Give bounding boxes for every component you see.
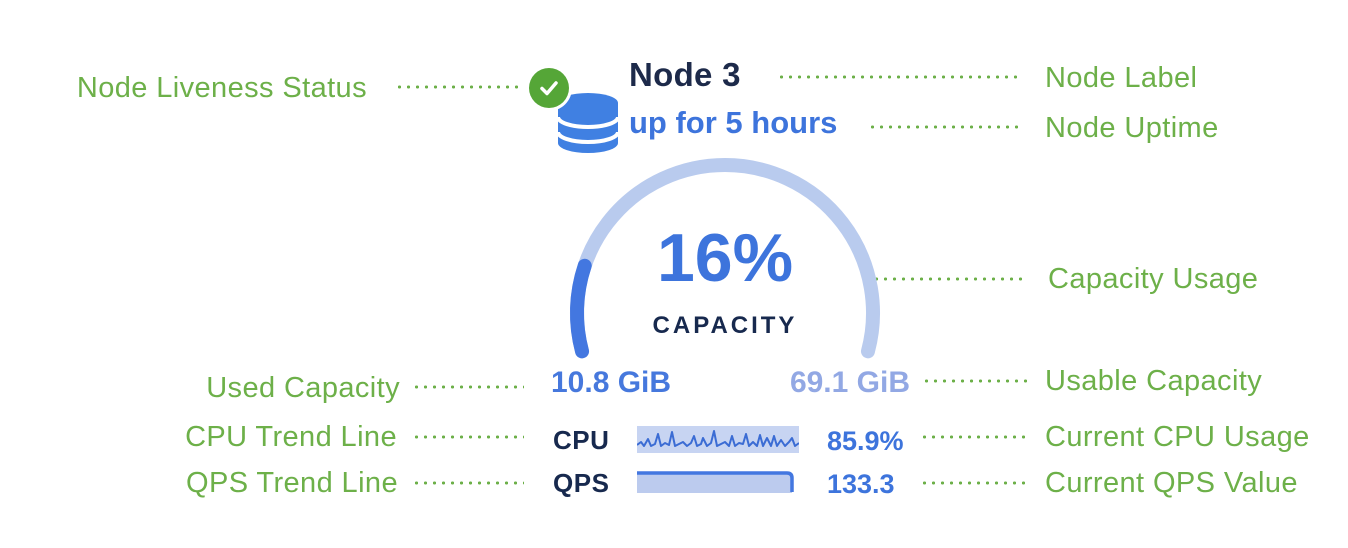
current-cpu-usage-value: 85.9% bbox=[827, 426, 904, 456]
leader-current-cpu bbox=[920, 435, 1026, 439]
annotation-usable-capacity: Usable Capacity bbox=[1045, 365, 1263, 397]
node-liveness-check-icon bbox=[529, 68, 569, 108]
leader-node-uptime bbox=[868, 125, 1020, 129]
node-uptime: up for 5 hours bbox=[629, 105, 838, 140]
cpu-label: CPU bbox=[553, 425, 610, 455]
used-capacity-value: 10.8 GiB bbox=[551, 366, 672, 399]
annotation-current-qps-value: Current QPS Value bbox=[1045, 467, 1298, 499]
capacity-usage-percent: 16% bbox=[656, 220, 794, 296]
current-qps-value: 133.3 bbox=[827, 469, 895, 499]
leader-cpu-trend bbox=[412, 435, 524, 439]
annotation-current-cpu-usage: Current CPU Usage bbox=[1045, 421, 1310, 453]
checkmark-glyph bbox=[540, 81, 558, 96]
capacity-gauge bbox=[569, 158, 880, 359]
node-name: Node 3 bbox=[629, 56, 741, 93]
leader-node-liveness bbox=[395, 85, 520, 89]
leader-used-capacity bbox=[412, 385, 524, 389]
leader-capacity-usage bbox=[872, 277, 1022, 281]
annotation-used-capacity: Used Capacity bbox=[206, 372, 400, 404]
annotation-qps-trend-line: QPS Trend Line bbox=[186, 467, 398, 499]
qps-trend-bar bbox=[637, 471, 794, 493]
gauge-used-arc bbox=[569, 258, 592, 359]
annotation-node-liveness-status: Node Liveness Status bbox=[76, 72, 367, 104]
leader-node-label bbox=[777, 75, 1017, 79]
annotation-capacity-usage: Capacity Usage bbox=[1048, 263, 1259, 295]
leader-qps-trend bbox=[412, 481, 524, 485]
database-icon bbox=[556, 93, 620, 153]
leader-usable-capacity bbox=[922, 379, 1028, 383]
annotation-node-uptime: Node Uptime bbox=[1045, 112, 1219, 144]
leader-current-qps bbox=[920, 481, 1026, 485]
annotation-cpu-trend-line: CPU Trend Line bbox=[185, 421, 397, 453]
capacity-caption: CAPACITY bbox=[652, 312, 798, 339]
qps-label: QPS bbox=[553, 468, 610, 498]
cpu-trend-sparkline bbox=[637, 426, 799, 453]
annotation-node-label: Node Label bbox=[1045, 62, 1198, 94]
usable-capacity-value: 69.1 GiB bbox=[789, 366, 910, 399]
